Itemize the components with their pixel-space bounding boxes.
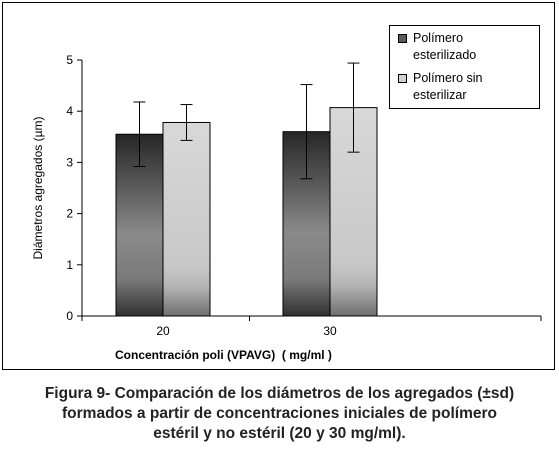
legend-label-line1: Polímero xyxy=(413,31,464,45)
bars-layer xyxy=(115,107,378,317)
y-tick-label-0: 0 xyxy=(66,309,73,323)
legend-label-line2: esterilizado xyxy=(413,48,477,62)
bar-20-series-2 xyxy=(162,121,211,317)
y-tick-label-5: 5 xyxy=(66,53,73,67)
y-tick-label-3: 3 xyxy=(66,155,73,169)
axes-layer: 0 1 2 3 4 5 20 30 xyxy=(66,53,542,338)
legend-label-line2: esterilizar xyxy=(413,88,467,102)
caption-line-3: estéril y no estéril (20 y 30 mg/ml). xyxy=(153,425,406,442)
legend: Polímero esterilizado Polímero sin ester… xyxy=(389,25,540,109)
y-tick-label-1: 1 xyxy=(66,258,73,272)
legend-label-esterilizado: Polímero esterilizado xyxy=(413,30,538,64)
caption-line-2: formados a partir de concentraciones ini… xyxy=(62,405,497,422)
x-tick-label-20: 20 xyxy=(156,324,170,338)
x-axis-label: Concentración poli (VPAVG) ( mg/ml ) xyxy=(115,348,332,362)
y-tick-label-4: 4 xyxy=(66,104,73,118)
legend-item-esterilizado: Polímero esterilizado xyxy=(398,30,538,64)
figure-caption: Figura 9- Comparación de los diámetros d… xyxy=(0,384,559,444)
legend-swatch-dark xyxy=(398,34,407,43)
x-tick-label-30: 30 xyxy=(323,324,337,338)
legend-label-sin-esterilizar: Polímero sin esterilizar xyxy=(413,70,538,104)
y-tick-label-2: 2 xyxy=(66,207,73,221)
error-bars-layer xyxy=(133,62,360,180)
bar-chart: 0 1 2 3 4 5 20 30 Diámetros agregados (µm) xyxy=(31,53,542,338)
figure-frame: 0 1 2 3 4 5 20 30 Diámetros agregados (µm) Polí… xyxy=(2,2,555,370)
legend-label-line1: Polímero sin xyxy=(413,71,483,85)
legend-swatch-light xyxy=(398,74,407,83)
caption-line-1: Figura 9- Comparación de los diámetros d… xyxy=(44,385,515,402)
y-axis-label: Diámetros agregados (µm) xyxy=(31,117,45,260)
legend-item-sin-esterilizar: Polímero sin esterilizar xyxy=(398,70,538,104)
